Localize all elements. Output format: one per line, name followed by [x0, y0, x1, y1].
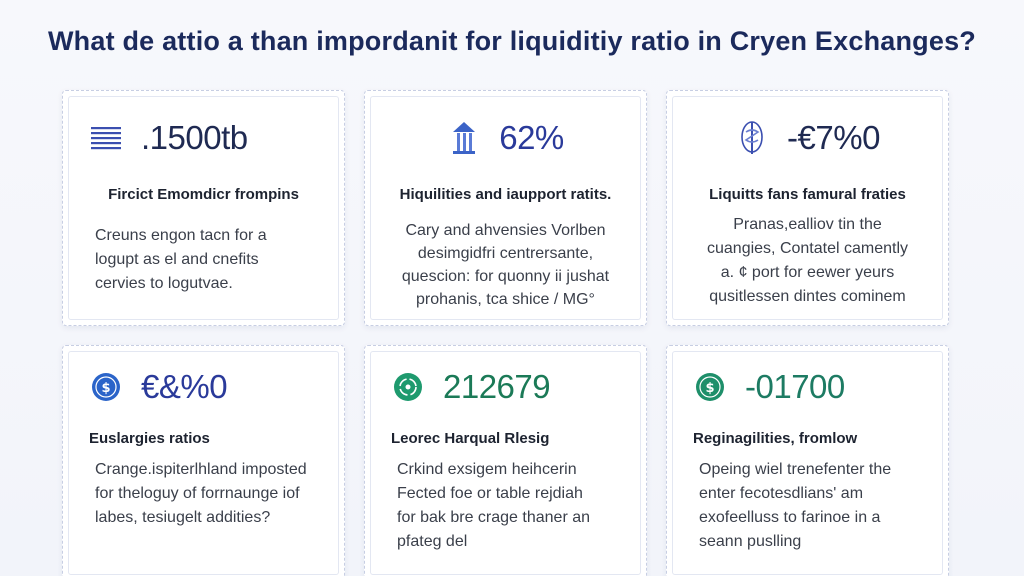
body-line: enter fecotesdlians' am: [699, 485, 864, 502]
card-heading: Fircict Emomdicr frompins: [108, 186, 299, 203]
body-line: exofeelluss to farinoe in a: [699, 509, 881, 526]
metric-value: .1500tb: [141, 119, 248, 156]
body-line: Crkind exsigem heihcerin: [397, 461, 577, 478]
metric-value: 62%: [499, 119, 564, 156]
card-header: -€7%0: [667, 119, 948, 157]
body-line: seann puslling: [699, 533, 802, 550]
card-inner-frame: [68, 96, 339, 320]
body-line: cervies to logutvae.: [95, 275, 233, 292]
card-header: 212679: [365, 368, 646, 406]
metric-card: $ -01700 Reginagilities, fromlow Opeing …: [666, 345, 949, 576]
body-line: a. ¢ port for eewer yeurs: [720, 264, 895, 281]
card-body: Opeing wiel trenefenter the enter fecote…: [685, 458, 930, 554]
medical-staff-icon: [735, 121, 769, 155]
card-body: Pranas,ealliov tin the cuangies, Contate…: [685, 213, 930, 309]
card-header: $ -01700: [667, 368, 948, 406]
card-header: 62%: [365, 119, 646, 157]
card-heading: Liquitts fans famural fraties: [709, 186, 906, 203]
card-inner-frame: [68, 351, 339, 575]
body-line: Creuns engon tacn for a: [95, 227, 267, 244]
card-inner-frame: [672, 351, 943, 575]
body-line: qusitlessen dintes cominem: [709, 288, 906, 305]
card-heading: Euslargies ratios: [89, 430, 210, 447]
card-body: Cary and ahvensies Vorlben desimgidfri c…: [383, 219, 628, 311]
body-line: cuangies, Contatel camently: [707, 240, 908, 257]
body-line: labes, tesiugelt addities?: [95, 509, 271, 526]
pillar-building-icon: [447, 121, 481, 155]
metric-card: -€7%0 Liquitts fans famural fraties Pran…: [666, 90, 949, 326]
body-line: Opeing wiel trenefenter the: [699, 461, 892, 478]
metric-value: €&%0: [141, 368, 228, 405]
body-line: pfateg del: [397, 533, 468, 550]
card-body: Crange.ispiterlhland imposted for thelog…: [81, 458, 326, 530]
card-header: $ €&%0: [63, 368, 344, 406]
body-line: logupt as el and cnefits: [95, 251, 259, 268]
document-lines-icon: [89, 121, 123, 155]
metric-value: 212679: [443, 368, 551, 405]
page-title: What de attio a than impordanit for liqu…: [48, 26, 976, 56]
card-heading: Leorec Harqual Rlesig: [391, 430, 550, 447]
card-heading: Reginagilities, fromlow: [693, 430, 858, 447]
body-line: desimgidfri centrersante,: [417, 245, 594, 262]
body-line: Cary and ahvensies Vorlben: [405, 222, 606, 239]
card-body: Crkind exsigem heihcerin Fected foe or t…: [383, 458, 628, 554]
metric-card: .1500tb Fircict Emomdicr frompins Creuns…: [62, 90, 345, 326]
metric-value: -01700: [745, 368, 845, 405]
card-inner-frame: [672, 96, 943, 320]
metric-card: 62% Hiquilities and iaupport ratits. Car…: [364, 90, 647, 326]
recycle-coin-icon: [391, 370, 425, 404]
metric-value: -€7%0: [787, 119, 880, 156]
card-heading: Hiquilities and iaupport ratits.: [399, 186, 612, 203]
card-body: Creuns engon tacn for a logupt as el and…: [81, 224, 326, 296]
body-line: Fected foe or table rejdiah: [397, 485, 583, 502]
metric-card: 212679 Leorec Harqual Rlesig Crkind exsi…: [364, 345, 647, 576]
svg-text:$: $: [705, 381, 714, 396]
body-line: Pranas,ealliov tin the: [733, 216, 882, 233]
dollar-coin-icon: $: [89, 370, 123, 404]
dollar-coin-icon: $: [693, 370, 727, 404]
metric-card: $ €&%0 Euslargies ratios Crange.ispiterl…: [62, 345, 345, 576]
svg-text:$: $: [101, 381, 110, 396]
body-line: prohanis, tca shice / MG°: [416, 291, 595, 308]
card-header: .1500tb: [63, 119, 344, 157]
card-inner-frame: [370, 96, 641, 320]
body-line: Crange.ispiterlhland imposted: [95, 461, 307, 478]
body-line: for theloguy of forrnaunge iof: [95, 485, 300, 502]
card-inner-frame: [370, 351, 641, 575]
body-line: quescion: for quonny ii jushat: [401, 268, 610, 285]
body-line: for bak bre crage thaner an: [397, 509, 591, 526]
